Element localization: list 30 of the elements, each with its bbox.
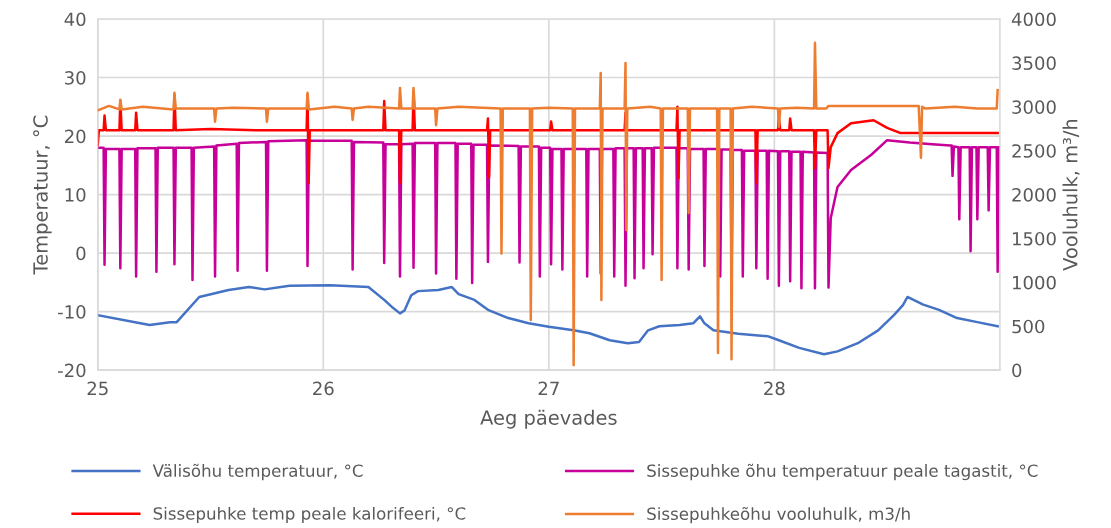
legend-label: Sissepuhke õhu temperatuur peale tagastit, °C — [647, 463, 1038, 481]
y2-tick-label: 1500 — [1012, 231, 1056, 246]
legend-label: Välisõhu temperatuur, °C — [152, 463, 363, 481]
line-series — [97, 41, 999, 367]
y-tick-label: -10 — [58, 305, 86, 319]
y2-tick-label: 2000 — [1012, 188, 1056, 202]
y-tick-label: 20 — [65, 129, 86, 144]
x-tick-label: 25 — [87, 381, 108, 396]
legend-label: Sissepuhke temp peale kalorifeeri, °C — [153, 506, 466, 524]
y-axis-title: Temperatuur, °C — [33, 115, 52, 275]
y-tick-label: 0 — [76, 246, 86, 261]
y2-tick-label: 500 — [1012, 319, 1045, 334]
line-series — [97, 284, 999, 356]
x-axis-title: Aeg päevades — [480, 409, 617, 429]
y-tick-label: 10 — [65, 188, 86, 202]
y2-tick-label: 0 — [1012, 363, 1022, 378]
y-tick-label: 40 — [64, 12, 86, 27]
line-series — [97, 138, 1000, 290]
y2-tick-label: 2500 — [1012, 144, 1056, 158]
y2-tick-label: 4000 — [1011, 12, 1056, 27]
legend-label: Sissepuhkeõhu vooluhulk, m3/h — [647, 506, 910, 524]
y-tick-label: 30 — [65, 70, 86, 85]
x-tick-label: 27 — [538, 381, 559, 395]
y2-axis-title: Vooluhulk, m³/h — [1062, 119, 1080, 271]
y-tick-label: -20 — [58, 363, 86, 378]
y2-tick-label: 3000 — [1012, 100, 1056, 114]
x-tick-label: 26 — [313, 381, 334, 396]
x-tick-label: 28 — [764, 381, 785, 396]
y2-tick-label: 1000 — [1012, 275, 1056, 290]
y2-tick-label: 3500 — [1012, 56, 1056, 71]
